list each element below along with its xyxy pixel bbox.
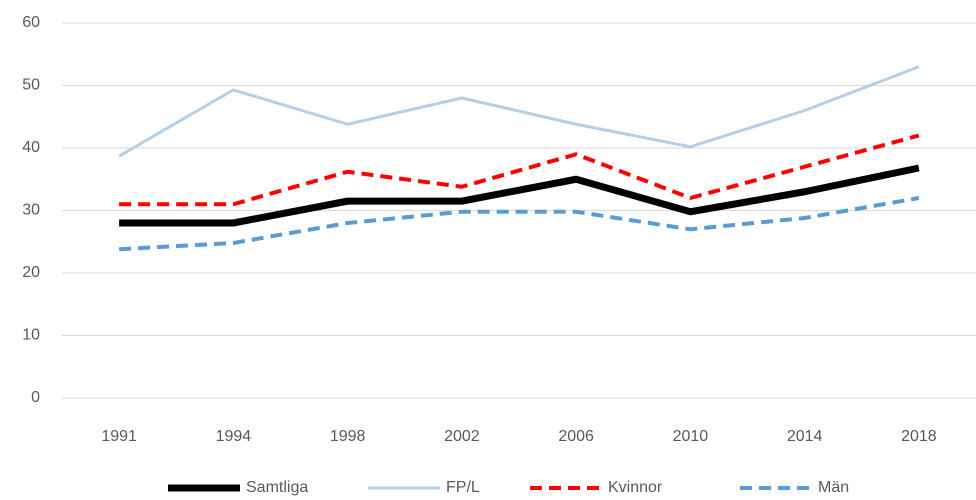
y-tick-label: 0 [31,389,40,406]
legend-label: Kvinnor [608,479,663,496]
x-tick-label: 1994 [216,428,252,445]
x-tick-label: 1991 [101,428,137,445]
y-tick-label: 10 [22,327,40,344]
x-tick-label: 2006 [558,428,594,445]
legend-label: FP/L [446,479,480,496]
legend-label: Män [818,479,849,496]
series-line [119,164,920,227]
series-line [119,133,920,207]
y-tick-label: 30 [22,202,40,219]
y-tick-label: 60 [22,14,40,31]
x-tick-label: 2010 [673,428,709,445]
x-tick-label: 2002 [444,428,480,445]
y-tick-label: 20 [22,264,40,281]
y-tick-label: 40 [22,139,40,156]
x-tick-label: 1998 [330,428,366,445]
x-tick-label: 2014 [787,428,823,445]
legend-label: Samtliga [246,479,308,496]
y-tick-label: 50 [22,77,40,94]
x-tick-label: 2018 [901,428,937,445]
series-line [119,196,920,252]
series-line [118,65,920,158]
